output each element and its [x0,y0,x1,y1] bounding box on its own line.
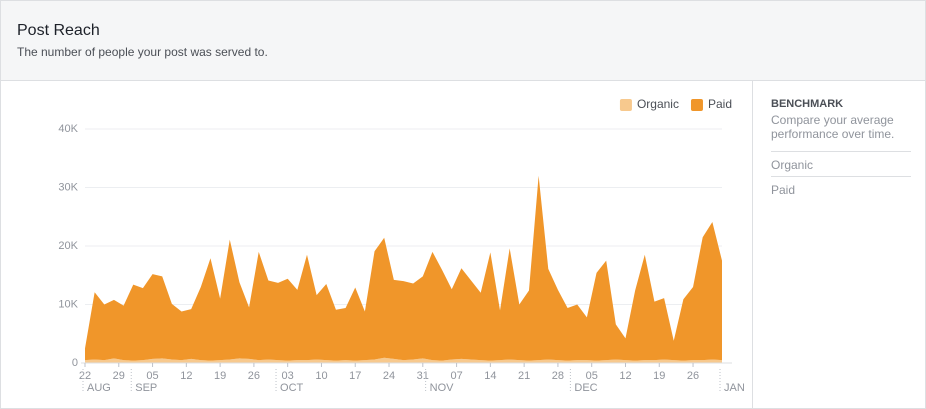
chart: 0 10K 20K 30K 40K 22 29 05 12 19 26 03 10 17 24 31 07 14 2… [58,97,745,394]
y-tick-label: 40K [58,123,78,135]
x-tick-label: 19 [214,370,226,382]
sidebar-description: Compare your average performance over ti… [771,113,895,141]
x-tick-label: 05 [586,370,598,382]
x-tick-label: 12 [180,370,192,382]
y-tick-label: 0 [72,357,78,369]
month-label: DEC [574,382,597,394]
month-label: JAN [724,382,745,394]
x-tick-label: 19 [653,370,665,382]
x-tick-label: 05 [146,370,158,382]
x-tick-label: 17 [349,370,361,382]
header: Post Reach The number of people your pos… [1,1,925,81]
sidebar: BENCHMARK Compare your average performan… [752,81,925,408]
x-tick-label: 12 [619,370,631,382]
x-tick-label: 07 [450,370,462,382]
y-tick-label: 30K [58,181,78,193]
y-tick-label: 10K [58,298,78,310]
x-tick-label: 14 [484,370,496,382]
area [85,357,722,363]
area [85,175,722,361]
sidebar-title: BENCHMARK [771,98,844,110]
x-tick-label: 31 [417,370,429,382]
month-label: NOV [430,382,455,394]
x-tick-label: 24 [383,370,395,382]
x-tick-label: 21 [518,370,530,382]
x-tick-label: 29 [113,370,125,382]
y-tick-label: 20K [58,240,78,252]
x-tick-label: 26 [248,370,260,382]
legend-label: Paid [708,97,732,111]
benchmark-item[interactable]: Paid [771,176,911,197]
month-label: AUG [87,382,111,394]
x-tick-label: 10 [315,370,327,382]
legend-label: Organic [637,97,679,111]
x-tick-label: 28 [552,370,564,382]
legend-swatch [690,99,703,111]
x-tick-label: 03 [282,370,294,382]
benchmark-item[interactable]: Organic [771,151,911,172]
month-label: OCT [280,382,304,394]
title: Post Reach [17,22,100,39]
legend-swatch [619,99,632,111]
month-label: SEP [135,382,157,394]
subtitle: The number of people your post was serve… [17,45,268,59]
x-tick-label: 26 [687,370,699,382]
x-tick-label: 22 [79,370,91,382]
